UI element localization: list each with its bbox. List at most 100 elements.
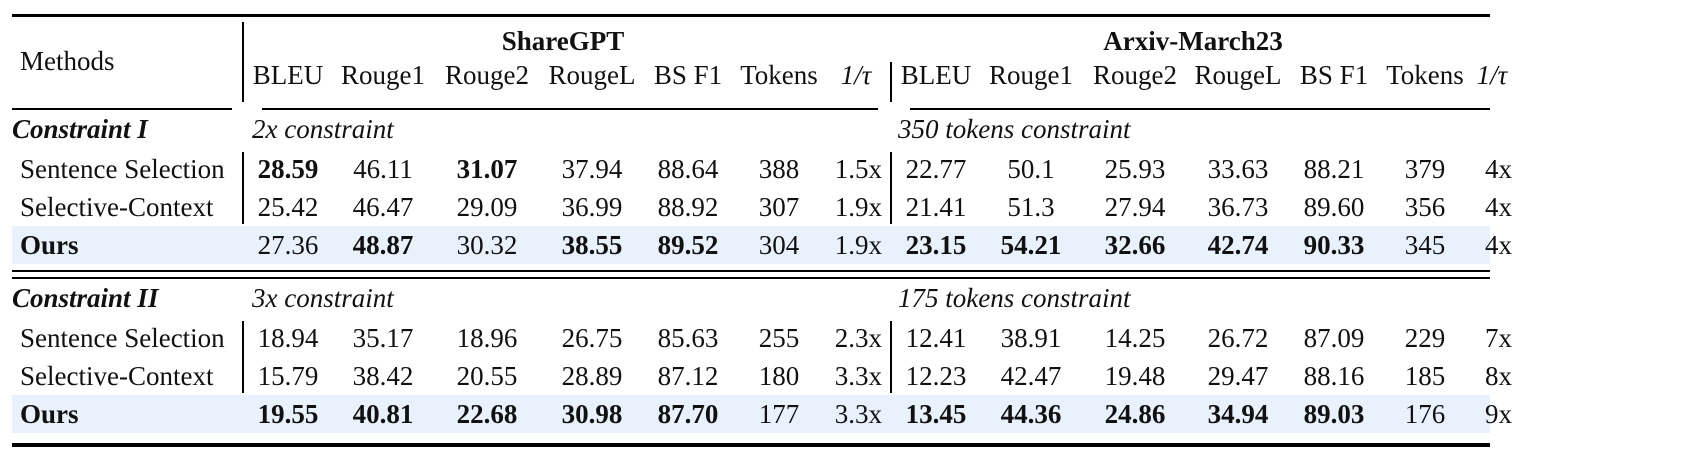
- table-cell: 4x: [1485, 192, 1512, 222]
- table-cell: 1.9x: [834, 230, 882, 260]
- methods-header: Methods: [20, 46, 115, 76]
- cmidrule-sharegpt: [262, 108, 878, 110]
- table-cell: 40.81: [352, 399, 414, 429]
- col-rouge1-arxiv: Rouge1: [989, 60, 1073, 90]
- table-cell: 255: [758, 323, 800, 353]
- table-cell: 1.9x: [834, 192, 882, 222]
- table-cell: 22.68: [456, 399, 518, 429]
- table-cell: 3.3x: [834, 361, 882, 391]
- table-cell: 20.55: [456, 361, 518, 391]
- table-cell: 89.52: [657, 230, 719, 260]
- table-cell: 18.96: [456, 323, 518, 353]
- table-row: Selective-Context 25.42 46.47 29.09 36.99 88.…: [12, 188, 1512, 226]
- col-rougel: RougeL: [548, 60, 636, 90]
- table-cell: 13.45: [905, 399, 967, 429]
- col-rouge2: Rouge2: [445, 60, 529, 90]
- table-cell: 38.42: [352, 361, 414, 391]
- col-rouge1: Rouge1: [341, 60, 425, 90]
- section-divider-bottom: [12, 277, 1490, 279]
- table-cell: 30.98: [561, 399, 623, 429]
- method-name: Selective-Context: [20, 192, 214, 222]
- col-tokens-arxiv: Tokens: [1386, 60, 1464, 90]
- column-header-row: BLEU Rouge1 Rouge2 RougeL BS F1 Tokens 1…: [12, 56, 1508, 94]
- section-divider-top: [12, 270, 1490, 272]
- table-cell: 26.75: [561, 323, 623, 353]
- table-cell: 185: [1404, 361, 1446, 391]
- table-cell: 18.94: [257, 323, 319, 353]
- top-rule: [12, 14, 1490, 17]
- table-cell: 379: [1404, 154, 1446, 184]
- arxiv-constraint-note: 350 tokens constraint: [898, 114, 1131, 144]
- col-bleu-arxiv: BLEU: [900, 60, 972, 90]
- table-cell: 87.12: [657, 361, 719, 391]
- table-cell: 24.86: [1104, 399, 1166, 429]
- table-cell: 2.3x: [834, 323, 882, 353]
- table-cell: 50.1: [1007, 154, 1055, 184]
- col-tokens: Tokens: [740, 60, 818, 90]
- arxiv-constraint-note: 175 tokens constraint: [898, 283, 1131, 313]
- table-cell: 307: [758, 192, 800, 222]
- group-header-sharegpt: ShareGPT: [501, 26, 625, 56]
- table-cell: 37.94: [561, 154, 623, 184]
- table-cell: 42.74: [1207, 230, 1269, 260]
- table-cell: 35.17: [352, 323, 414, 353]
- table-cell: 27.36: [257, 230, 319, 260]
- sharegpt-constraint-note: 3x constraint: [252, 283, 394, 313]
- table-cell: 4x: [1485, 230, 1512, 260]
- table-cell: 51.3: [1007, 192, 1055, 222]
- table-cell: 88.64: [657, 154, 719, 184]
- table-cell: 3.3x: [834, 399, 882, 429]
- table-cell: 89.03: [1303, 399, 1365, 429]
- section-title: Constraint II: [12, 283, 159, 313]
- table-row: Ours 27.36 48.87 30.32 38.55 89.52 304 1.9x 23.1…: [12, 226, 1512, 264]
- table-cell: 27.94: [1104, 192, 1166, 222]
- table-row: Selective-Context 15.79 38.42 20.55 28.89 87.…: [12, 357, 1512, 395]
- table-cell: 23.15: [905, 230, 967, 260]
- table-cell: 9x: [1485, 399, 1512, 429]
- table-cell: 15.79: [257, 361, 319, 391]
- table-cell: 42.47: [1000, 361, 1062, 391]
- col-rouge2-arxiv: Rouge2: [1093, 60, 1177, 90]
- table-cell: 7x: [1485, 323, 1512, 353]
- table-cell: 33.63: [1207, 154, 1269, 184]
- method-name: Sentence Selection: [20, 323, 225, 353]
- table-cell: 85.63: [657, 323, 719, 353]
- table-cell: 88.92: [657, 192, 719, 222]
- cmidrule-arxiv: [910, 108, 1490, 110]
- table-cell: 19.48: [1104, 361, 1166, 391]
- table-row: Sentence Selection 18.94 35.17 18.96 26.75 85…: [12, 319, 1512, 357]
- bottom-rule: [12, 443, 1490, 447]
- section-header-row: Constraint I 2x constraint 350 tokens co…: [12, 110, 1490, 148]
- table-cell: 12.41: [905, 323, 967, 353]
- table-cell: 29.09: [456, 192, 518, 222]
- table-cell: 87.09: [1303, 323, 1365, 353]
- table-cell: 36.73: [1207, 192, 1269, 222]
- table-cell: 46.11: [353, 154, 413, 184]
- table-cell: 345: [1404, 230, 1446, 260]
- table-cell: 22.77: [905, 154, 967, 184]
- table-cell: 54.21: [1000, 230, 1062, 260]
- table-cell: 28.59: [257, 154, 319, 184]
- method-divider: [242, 152, 244, 224]
- table-cell: 36.99: [561, 192, 623, 222]
- table-cell: 14.25: [1104, 323, 1166, 353]
- table-cell: 48.87: [352, 230, 414, 260]
- header-divider: [242, 22, 244, 102]
- col-inv-tau-arxiv: 1/τ: [1476, 60, 1508, 90]
- col-bsf1: BS F1: [653, 60, 723, 90]
- table-cell: 29.47: [1207, 361, 1269, 391]
- table-cell: 19.55: [257, 399, 319, 429]
- table-cell: 25.93: [1104, 154, 1166, 184]
- table-cell: 388: [758, 154, 800, 184]
- table-cell: 30.32: [456, 230, 518, 260]
- table-cell: 28.89: [561, 361, 623, 391]
- table-cell: 38.91: [1000, 323, 1062, 353]
- table-cell: 38.55: [561, 230, 623, 260]
- table-cell: 177: [758, 399, 800, 429]
- table-cell: 356: [1404, 192, 1446, 222]
- table-cell: 1.5x: [834, 154, 882, 184]
- col-bleu: BLEU: [252, 60, 324, 90]
- table-cell: 31.07: [456, 154, 518, 184]
- table-row: Sentence Selection 28.59 46.11 31.07 37.94 88…: [12, 150, 1512, 188]
- table-cell: 304: [758, 230, 800, 260]
